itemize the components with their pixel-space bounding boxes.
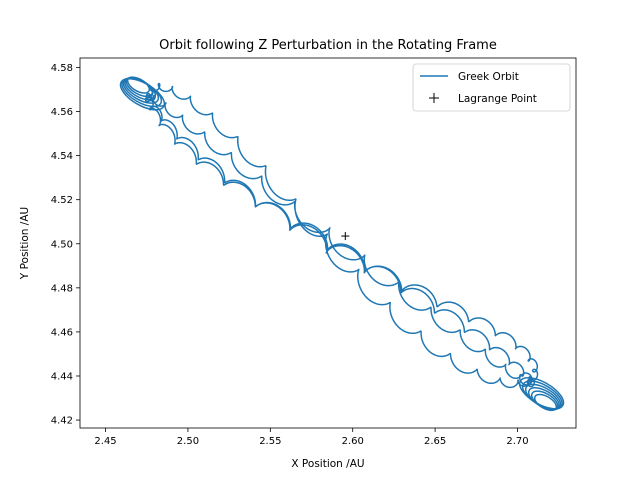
y-tick-label: 4.58 (51, 63, 73, 74)
x-axis-ticks: 2.45 2.50 2.55 2.60 2.65 2.70 (94, 428, 529, 447)
x-tick-label: 2.60 (342, 436, 364, 447)
chart-title: Orbit following Z Perturbation in the Ro… (159, 38, 497, 53)
y-tick-label: 4.50 (51, 239, 73, 250)
legend-label-greek-orbit: Greek Orbit (458, 71, 519, 83)
axes-frame (79, 57, 577, 429)
legend: Greek Orbit Lagrange Point (412, 63, 571, 112)
greek-orbit-line (144, 82, 539, 389)
x-tick-label: 2.65 (424, 436, 446, 447)
legend-marker-lagrange-point (429, 93, 439, 103)
series-layer (119, 76, 565, 412)
legend-box (412, 63, 571, 112)
y-tick-label: 4.48 (51, 283, 73, 294)
lagrange-point-marker (341, 232, 350, 241)
x-tick-label: 2.55 (259, 436, 281, 447)
y-tick-label: 4.56 (51, 107, 73, 118)
x-axis-label: X Position /AU (291, 458, 364, 470)
x-tick-label: 2.70 (506, 436, 528, 447)
y-tick-label: 4.52 (51, 195, 73, 206)
y-tick-label: 4.54 (51, 151, 73, 162)
y-tick-label: 4.46 (51, 327, 73, 338)
x-tick-label: 2.45 (94, 436, 116, 447)
y-axis-ticks: 4.42 4.44 4.46 4.48 4.50 4.52 4.54 4.56 4.58 (51, 63, 80, 427)
y-tick-label: 4.42 (51, 416, 73, 427)
y-tick-label: 4.44 (51, 371, 73, 382)
y-axis-label: Y Position /AU (19, 207, 31, 280)
x-tick-label: 2.50 (177, 436, 199, 447)
orbit-end-loop (518, 376, 565, 410)
orbit-end-loop (119, 78, 166, 111)
plot-area (119, 76, 565, 412)
legend-label-lagrange-point: Lagrange Point (458, 93, 537, 105)
